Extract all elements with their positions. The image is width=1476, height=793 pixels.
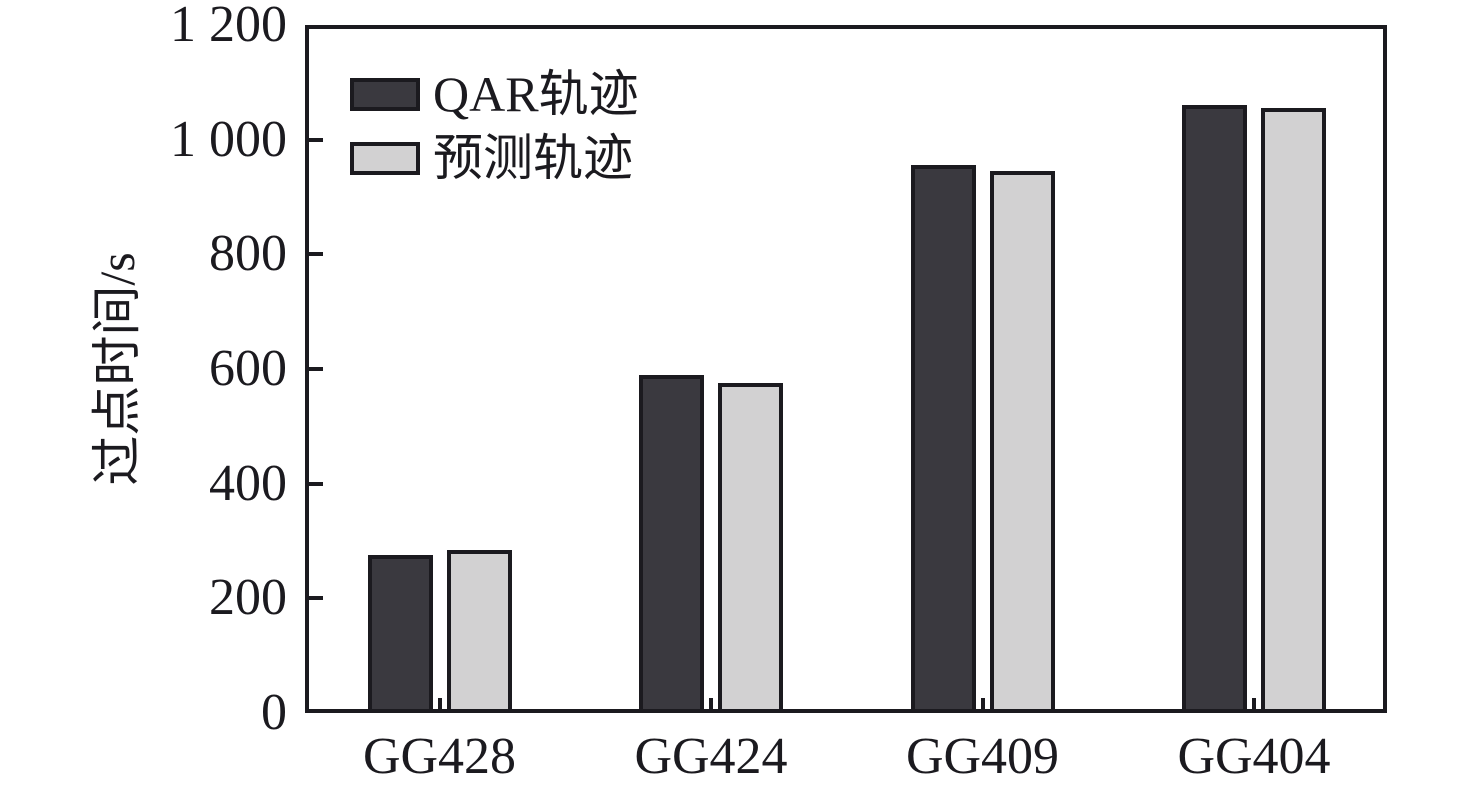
legend-swatch-predicted-trajectory	[350, 141, 420, 175]
bar-GG409-qar	[910, 165, 976, 713]
y-tick-label-1000: 1 000	[170, 110, 287, 168]
bar-GG428-qar	[367, 555, 433, 713]
y-tick-mark-600	[309, 367, 323, 371]
x-tick-label-GG428: GG428	[362, 728, 517, 785]
x-tick-label-GG424: GG424	[634, 728, 788, 785]
x-tick-mark-GG409	[980, 698, 985, 709]
x-tick-mark-GG404	[1252, 698, 1256, 709]
bar-GG409-predicted	[989, 171, 1055, 713]
y-tick-mark-200	[309, 596, 323, 601]
y-tick-label-400: 400	[209, 454, 287, 512]
y-tick-label-1200: 1 200	[170, 0, 287, 53]
plot-area: QAR轨迹 预测轨迹	[305, 25, 1387, 713]
x-tick-label-GG404: GG404	[1177, 728, 1331, 785]
bar-GG404-qar	[1182, 105, 1247, 713]
legend-label-qar-trajectory: QAR轨迹	[433, 66, 639, 122]
bar-GG424-predicted	[718, 383, 783, 713]
y-tick-label-0: 0	[261, 684, 287, 741]
y-tick-mark-400	[309, 481, 323, 486]
legend-swatch-qar-trajectory	[350, 77, 420, 111]
y-tick-mark-1000	[309, 137, 323, 142]
legend-item-qar-trajectory: QAR轨迹	[350, 66, 639, 122]
y-tick-label-800: 800	[209, 225, 287, 283]
y-tick-label-600: 600	[209, 340, 287, 397]
legend-item-predicted-trajectory: 预测轨迹	[350, 130, 639, 186]
x-tick-label-GG409: GG409	[905, 728, 1060, 785]
x-tick-mark-GG424	[709, 698, 713, 709]
bar-GG428-predicted	[446, 550, 512, 713]
y-tick-mark-800	[309, 252, 323, 257]
bar-GG404-predicted	[1261, 108, 1326, 713]
legend-label-predicted-trajectory: 预测轨迹	[433, 130, 633, 186]
x-tick-mark-GG428	[437, 698, 442, 709]
bar-GG424-qar	[639, 375, 704, 713]
y-tick-label-200: 200	[209, 569, 287, 627]
legend: QAR轨迹 预测轨迹	[350, 66, 639, 202]
